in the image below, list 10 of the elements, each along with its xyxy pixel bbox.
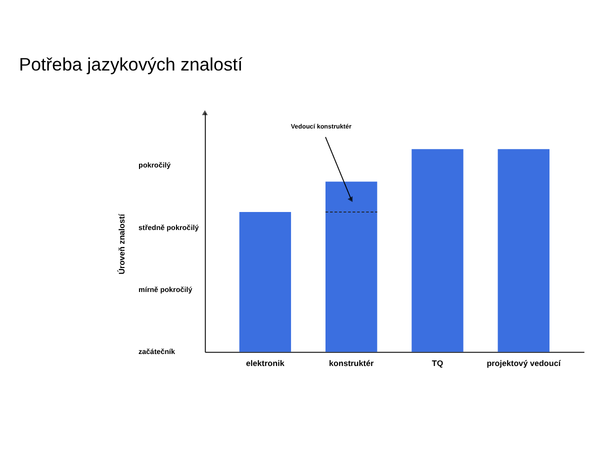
text: Úroveň znalostí [116,213,127,274]
chart-title: Potřeba jazykových znalostí [18,54,243,75]
text: mírně pokročilý [138,284,192,294]
x-tick-label: TQ [432,358,444,368]
text: pokročilý [138,160,171,170]
x-tick-label: elektronik [246,358,285,368]
x-tick-label: konstruktér [329,358,374,368]
text: středně pokročilý [138,222,199,232]
text: začátečník [138,347,176,356]
x-tick-label: projektový vedoucí [486,358,562,368]
